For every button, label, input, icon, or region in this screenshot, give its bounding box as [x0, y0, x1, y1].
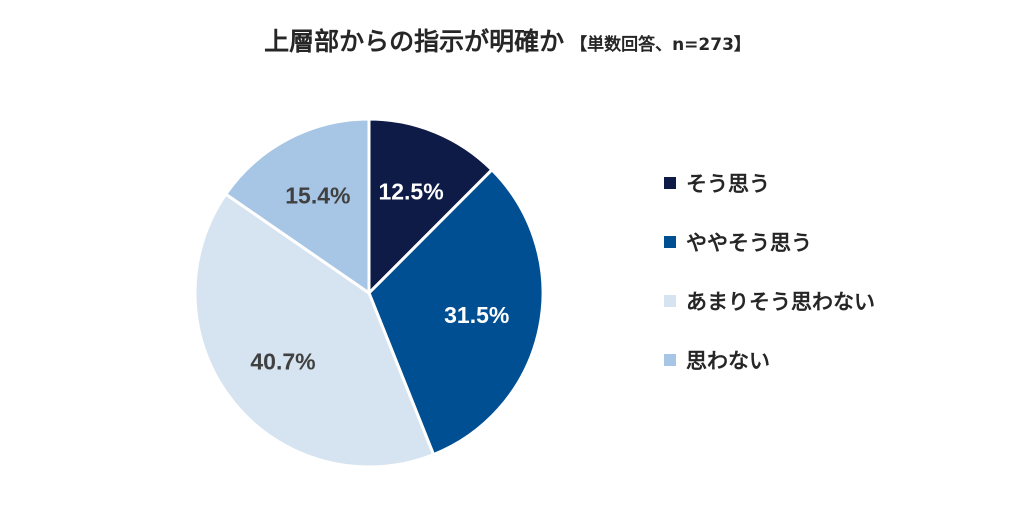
chart-title-main: 上層部からの指示が明確か: [264, 27, 565, 56]
pie-slice-2: [367, 168, 545, 457]
legend-label: ややそう思う: [686, 231, 812, 255]
slice-label-3: 40.7%: [250, 349, 315, 375]
legend-item-4: 思わない: [664, 347, 875, 373]
legend-item-1: そう思う: [664, 170, 875, 196]
pie-chart: 12.5% 31.5% 40.7% 15.4%: [193, 117, 545, 469]
pie-slice-4: [224, 117, 371, 295]
legend-swatch: [664, 236, 676, 248]
legend-swatch: [664, 295, 676, 307]
legend-item-2: ややそう思う: [664, 229, 875, 255]
legend-label: 思わない: [686, 349, 770, 373]
chart-legend: そう思うややそう思うあまりそう思わない 思わない: [664, 170, 875, 373]
chart-title-sub: 【単数回答、n=273】: [570, 35, 751, 55]
chart-title: 上層部からの指示が明確か 【単数回答、n=273】: [0, 22, 1015, 58]
legend-label: そう思う: [686, 172, 770, 196]
slice-label-1: 12.5%: [378, 178, 443, 204]
legend-label: あまりそう思わない: [686, 290, 875, 314]
slice-label-4: 15.4%: [285, 183, 350, 209]
legend-swatch: [664, 354, 676, 366]
legend-swatch: [664, 177, 676, 189]
legend-item-3: あまりそう思わない: [664, 288, 875, 314]
pie-slice-3: [193, 192, 435, 469]
pie-slice-1: [367, 117, 494, 295]
slice-label-2: 31.5%: [444, 302, 509, 328]
